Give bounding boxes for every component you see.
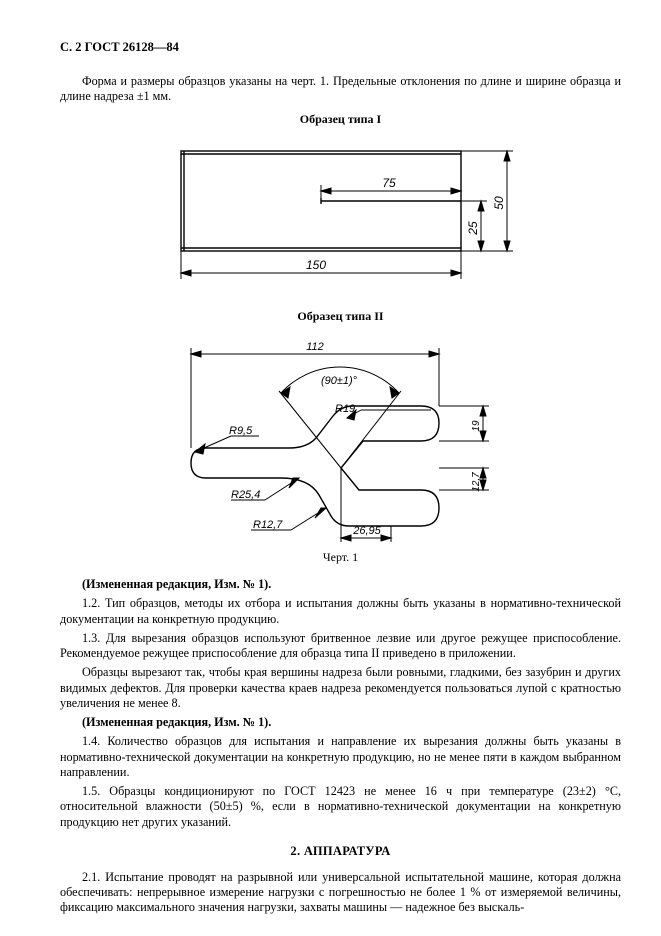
figure1-svg: 150 75 50 25 [131, 131, 551, 301]
amendment-note-2: (Измененная редакция, Изм. № 1). [60, 715, 621, 730]
dim-50: 50 [492, 196, 506, 210]
dim-19: 19 [471, 420, 482, 432]
intro-paragraph: Форма и размеры образцов указаны на черт… [60, 74, 621, 105]
dim-2695: 26,95 [352, 525, 381, 537]
dim-75: 75 [382, 176, 396, 190]
para-1-3a: 1.3. Для вырезания образцов используют б… [60, 631, 621, 662]
para-1-4: 1.4. Количество образцов для испытания и… [60, 734, 621, 780]
section-2-title: 2. АППАРАТУРА [60, 844, 621, 860]
amendment-note-1: (Измененная редакция, Изм. № 1). [60, 577, 621, 592]
figure1-title: Образец типа I [60, 112, 621, 127]
dim-25: 25 [466, 221, 480, 236]
page: С. 2 ГОСТ 26128—84 Форма и размеры образ… [0, 0, 661, 936]
dim-r95: R9,5 [229, 425, 253, 437]
para-1-5: 1.5. Образцы кондиционируют по ГОСТ 1242… [60, 784, 621, 830]
dim-angle: (90±1)° [320, 375, 357, 387]
dim-150: 150 [305, 258, 325, 272]
para-1-2: 1.2. Тип образцов, методы их отбора и ис… [60, 596, 621, 627]
para-1-3b: Образцы вырезают так, чтобы края вершины… [60, 665, 621, 711]
dim-127: 12,7 [471, 472, 482, 492]
page-header: С. 2 ГОСТ 26128—84 [60, 40, 621, 56]
figure2-title: Образец типа II [60, 309, 621, 324]
figure2-svg: 112 (90±1)° R19 R9,5 [131, 328, 551, 548]
para-2-1: 2.1. Испытание проводят на разрывной или… [60, 870, 621, 916]
dim-112: 112 [306, 341, 324, 353]
dim-r127: R12,7 [253, 519, 283, 531]
dim-r254: R25,4 [231, 489, 260, 501]
dim-r19: R19 [335, 403, 355, 415]
figure-caption: Черт. 1 [60, 550, 621, 565]
